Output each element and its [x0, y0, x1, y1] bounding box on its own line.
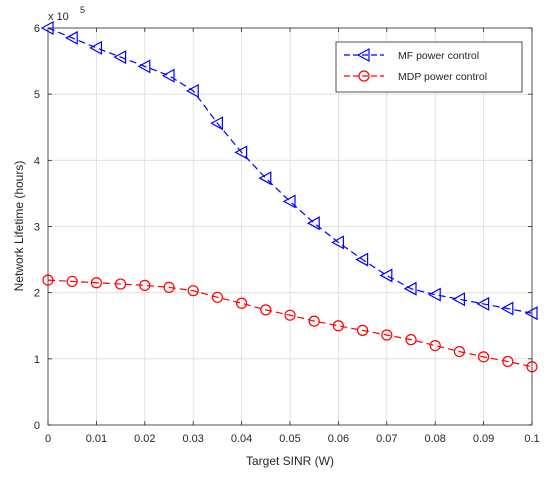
- data-point-mdp: [211, 291, 223, 303]
- x-tick-label: 0.01: [86, 433, 107, 445]
- data-point-mf: [258, 171, 272, 186]
- data-point-mf: [306, 216, 320, 231]
- y-tick-label: 3: [34, 222, 40, 234]
- data-point-mf: [210, 116, 223, 131]
- x-tick-label: 0.1: [524, 433, 539, 445]
- x-tick-label: 0.03: [182, 433, 203, 445]
- x-tick-label: 0.06: [328, 433, 349, 445]
- y-axis-title: Network Lifetime (hours): [12, 161, 26, 292]
- series-line-mf: [47, 27, 533, 314]
- x-tick-label: 0.02: [134, 433, 155, 445]
- series-line-mdp: [47, 279, 533, 368]
- y-tick-label: 2: [34, 288, 40, 300]
- data-point-mdp: [187, 285, 199, 297]
- data-point-mf: [64, 30, 78, 45]
- x-tick-label: 0.05: [279, 433, 300, 445]
- x-tick-label: 0.08: [424, 433, 445, 445]
- y-tick-label: 4: [34, 155, 40, 167]
- data-point-mf: [331, 235, 344, 250]
- data-point-mdp: [139, 279, 151, 291]
- x-tick-label: 0.04: [231, 433, 252, 445]
- x-tick-label: 0.09: [473, 433, 494, 445]
- data-point-mf: [137, 59, 151, 74]
- data-point-mf: [403, 281, 417, 296]
- data-point-mdp: [502, 355, 514, 368]
- data-point-mf: [379, 268, 393, 283]
- data-point-mdp: [453, 345, 465, 358]
- data-point-mf: [427, 287, 441, 302]
- legend: MF power control MDP power control: [335, 41, 523, 93]
- y-tick-label: 1: [34, 354, 40, 366]
- data-point-mf: [500, 301, 514, 316]
- data-point-mf: [355, 252, 369, 267]
- y-tick-label: 6: [34, 23, 40, 35]
- y-exponent-label: x 10: [48, 11, 69, 23]
- data-point-mf: [452, 292, 465, 307]
- x-tick-label: 0: [45, 433, 51, 445]
- data-point-mdp: [357, 324, 369, 336]
- data-point-mf: [89, 40, 102, 55]
- x-tick-label: 0.07: [376, 433, 397, 445]
- legend-marker-mf: [356, 47, 370, 63]
- data-point-mdp: [308, 315, 320, 327]
- data-point-mdp: [90, 277, 103, 289]
- data-point-mf: [113, 50, 127, 65]
- data-point-mdp: [429, 340, 441, 352]
- data-point-mf: [476, 296, 490, 311]
- legend-label-mdp: MDP power control: [398, 71, 487, 83]
- data-point-mf: [234, 145, 248, 160]
- data-point-mdp: [260, 304, 272, 316]
- y-tick-label: 0: [34, 420, 40, 432]
- y-tick-label: 5: [34, 89, 40, 101]
- data-point-mdp: [332, 320, 344, 332]
- data-point-mdp: [405, 334, 417, 346]
- x-axis-title: Target SINR (W): [246, 454, 334, 468]
- data-point-mdp: [66, 275, 78, 288]
- data-point-mdp: [381, 329, 393, 341]
- y-exponent-power: 5: [80, 5, 85, 15]
- series-group: [40, 20, 538, 373]
- data-point-mf: [185, 83, 199, 98]
- axis-ticks: 0 0.01 0.02 0.03 0.04 0.05 0.06 0.07 0.08 0.09 0.1…: [34, 23, 540, 445]
- data-point-mdp: [114, 278, 127, 290]
- data-point-mdp: [163, 281, 175, 293]
- data-point-mf: [524, 306, 538, 321]
- data-point-mf: [161, 68, 175, 83]
- legend-label-mf: MF power control: [398, 50, 479, 62]
- legend-marker-mdp: [358, 70, 370, 82]
- data-point-mdp: [284, 309, 296, 321]
- data-point-mdp: [478, 351, 490, 363]
- data-point-mdp: [236, 297, 248, 309]
- data-point-mf: [282, 194, 296, 209]
